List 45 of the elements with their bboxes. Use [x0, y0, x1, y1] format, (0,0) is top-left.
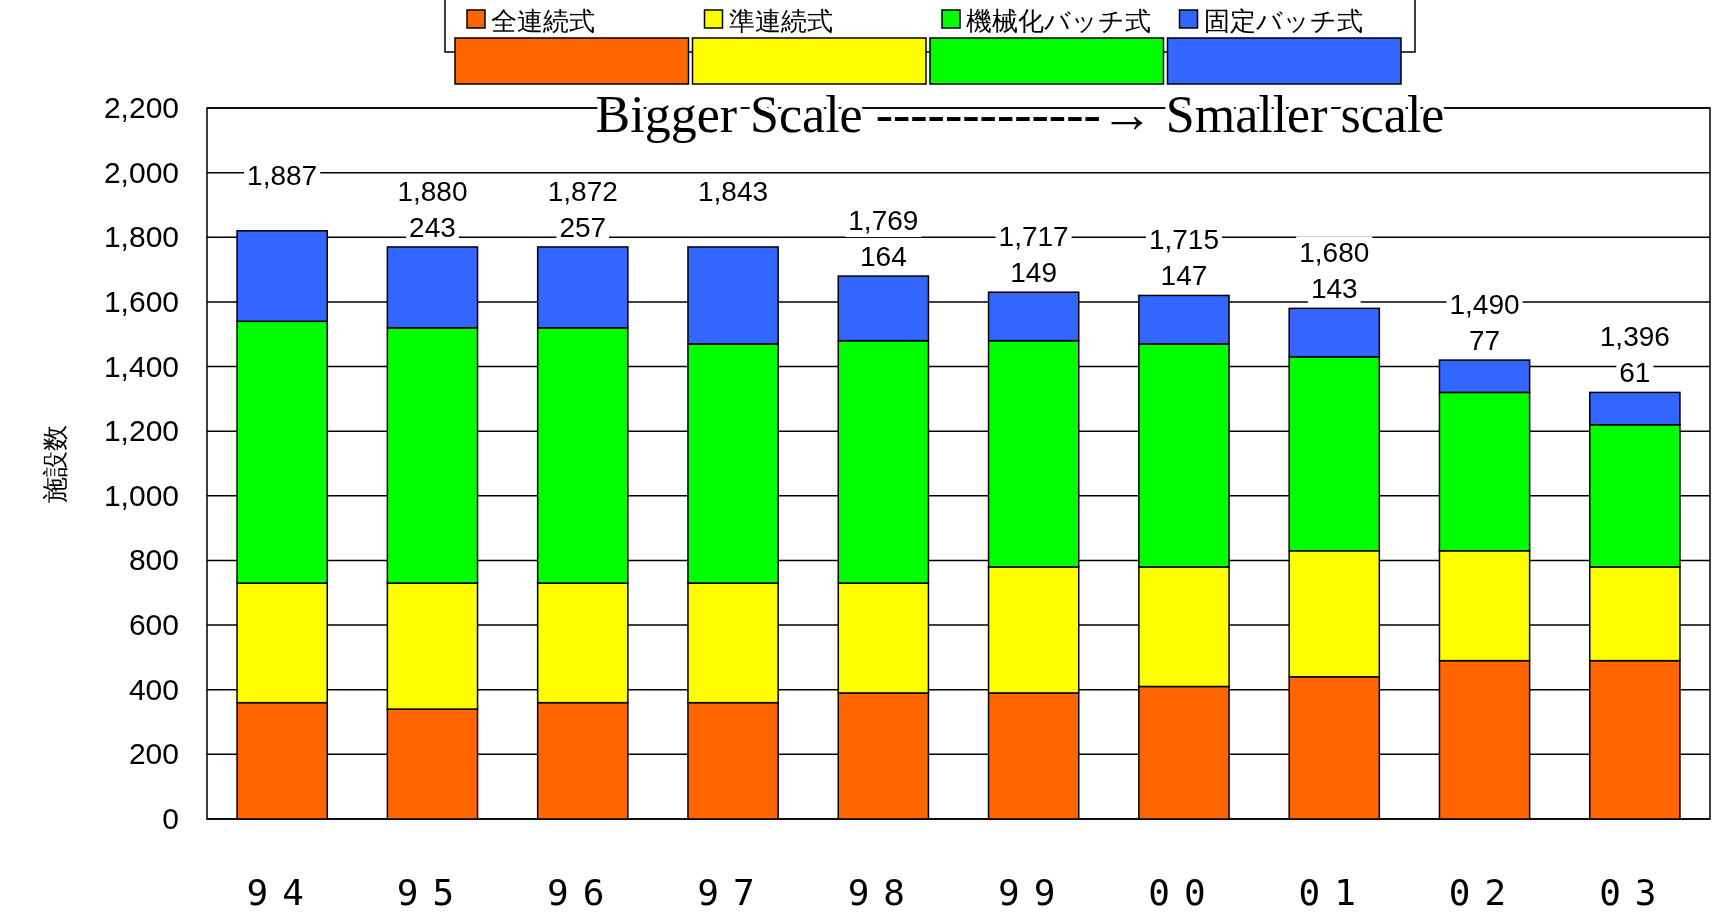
x-tick-label: 97 [697, 872, 769, 913]
y-tick-label: 800 [128, 543, 179, 577]
annotation: 1,872 [547, 175, 618, 207]
y-tick-label: 200 [128, 737, 179, 771]
annotation: 1,490 [1449, 289, 1520, 321]
annotation: 1,680 [1299, 237, 1370, 269]
y-tick-label: 2,000 [103, 155, 179, 189]
y-tick-label: 2,200 [103, 91, 179, 124]
y-tick-label: 400 [128, 672, 179, 706]
x-tick-label: 01 [1298, 872, 1370, 913]
y-tick-label: 1,400 [103, 349, 179, 383]
annotation: 61 [1619, 357, 1651, 389]
legend-label: 機械化バッチ式 [966, 6, 1151, 36]
annotation: 1,717 [998, 221, 1069, 253]
annotation: 1,880 [397, 175, 468, 207]
y-tick-label: 1,800 [103, 220, 179, 254]
annotation: 77 [1468, 325, 1501, 357]
y-axis-title: 施設数 [40, 424, 70, 503]
x-tick-label: 99 [997, 872, 1070, 913]
legend-label: 全連続式 [491, 6, 595, 36]
annotation: 149 [1010, 257, 1058, 289]
y-tick-label: 600 [128, 608, 179, 642]
x-tick-label: 96 [547, 872, 619, 913]
annotation: 164 [859, 241, 907, 273]
x-tick-label: 94 [246, 872, 318, 913]
x-tick-label: 00 [1148, 872, 1220, 913]
y-tick-label: 1,200 [103, 414, 179, 448]
x-tick-label: 03 [1599, 872, 1671, 913]
annotation: 1,396 [1599, 321, 1670, 353]
annotation: 143 [1310, 273, 1358, 305]
legend-label: 準連続式 [728, 6, 833, 36]
y-tick-label: 0 [162, 802, 179, 835]
annotation: 257 [559, 211, 607, 243]
x-tick-label: 98 [847, 872, 920, 913]
x-tick-label: 95 [396, 872, 469, 913]
annotation: 1,769 [848, 205, 919, 237]
annotation: 1,887 [247, 159, 318, 191]
annotation: 243 [409, 211, 456, 243]
y-tick-label: 1,600 [103, 284, 179, 318]
y-tick-label: 1,000 [103, 478, 179, 512]
x-tick-label: 02 [1448, 872, 1521, 913]
annotation: 1,715 [1148, 224, 1219, 256]
annotation: 1,843 [698, 175, 769, 207]
legend-label: 固定バッチ式 [1203, 6, 1363, 36]
annotation: 147 [1160, 260, 1208, 292]
